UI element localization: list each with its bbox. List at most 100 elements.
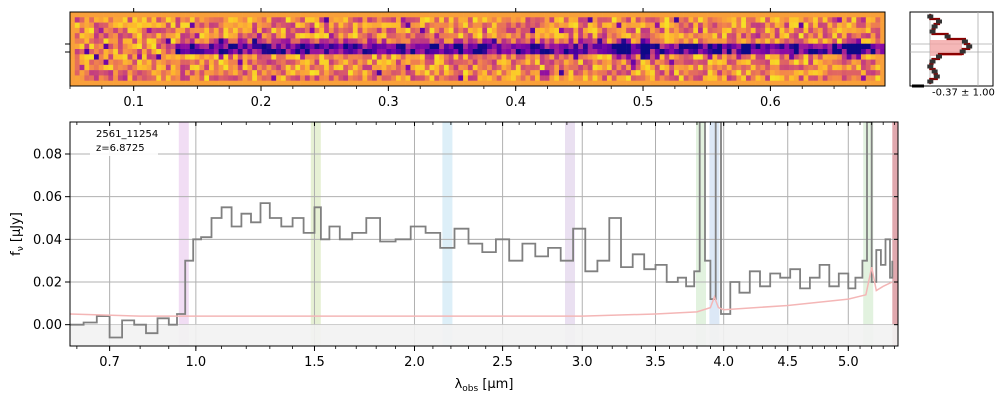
heatmap-cell [98,54,104,60]
heatmap-cell [496,22,502,29]
heatmap-cell [597,17,603,23]
heatmap-cell [223,27,229,34]
heatmap-cell [223,33,229,39]
heatmap-cell [458,70,464,76]
heatmap-cell [103,22,109,29]
line-marker-band [863,122,874,346]
heatmap-cell [304,33,310,39]
heatmap-cell [443,64,450,71]
heatmap-cell [880,22,886,29]
heatmap-cell [194,70,200,76]
heatmap-cell [233,75,239,82]
heatmap-cell [741,43,747,50]
heatmap-cell [137,43,143,50]
heatmap-cell [817,17,823,23]
heatmap-cell [520,70,526,76]
heatmap-cell [880,12,886,18]
heatmap-cell [554,17,560,23]
heatmap-cell [137,17,143,23]
heatmap-cell [280,17,287,23]
heatmap-cell [108,12,114,18]
heatmap-cell [602,27,608,34]
heatmap-cell [333,38,339,45]
heatmap-cell [122,70,128,76]
heatmap-cell [784,54,790,60]
heatmap-cell [674,49,680,55]
heatmap-cell [333,80,339,87]
heatmap-cell [563,33,569,39]
heatmap-cell [602,12,608,18]
heatmap-cell [846,12,852,18]
heatmap-cell [434,59,440,66]
heatmap-cell [870,75,876,82]
heatmap-cell [669,33,675,39]
heatmap-cell [467,22,473,29]
heatmap-cell [271,12,277,18]
heatmap-cell [793,43,799,50]
heatmap-cell [309,49,315,55]
heatmap-cell [122,33,128,39]
heatmap-cell [808,49,814,55]
legend-background [90,126,158,156]
heatmap-cell [113,33,119,39]
heatmap-cell [626,59,632,66]
heatmap-cell [803,22,809,29]
heatmap-cell [280,64,287,71]
heatmap-cell [233,54,239,60]
heatmap-cell [621,75,627,82]
heatmap-cell [233,22,239,29]
heatmap-cell [194,59,200,66]
heatmap-cell [726,22,732,29]
heatmap-cell [70,54,76,60]
heatmap-cell [79,70,85,76]
heatmap-cell [678,59,684,66]
heatmap-cell [798,22,804,29]
heatmap-cell [295,27,301,34]
heatmap-cell [381,70,387,76]
heatmap-cell [132,38,138,45]
heatmap-cell [688,49,694,55]
heatmap-cell [84,38,90,45]
heatmap-cell [108,17,114,23]
heatmap-cell [161,75,167,82]
heatmap-cell [170,54,176,60]
heatmap-cell [741,22,747,29]
heatmap-cell [391,27,397,34]
heatmap-cell [175,27,181,34]
heatmap-cell [348,54,354,60]
heatmap-cell [328,38,334,45]
heatmap-cell [396,64,402,71]
heatmap-cell [122,17,128,23]
heatmap-cell [530,80,536,87]
heatmap-cell [84,12,90,18]
heatmap-cell [266,59,272,66]
heatmap-cell [204,54,210,60]
heatmap-cell [722,33,728,39]
heatmap-cell [362,80,368,87]
heatmap-cell [161,12,167,18]
heatmap-cell [218,59,224,66]
heatmap-cell [108,64,114,71]
heatmap-cell [242,22,248,29]
heatmap-cell [789,64,795,71]
heatmap-cell [745,70,752,76]
heatmap-cell [376,59,382,66]
heatmap-cell [443,27,450,34]
heatmap-cell [683,27,689,34]
heatmap-cell [606,38,613,45]
heatmap-cell [549,54,555,60]
heatmap-cell [621,54,627,60]
heatmap-cell [554,59,560,66]
heatmap-cell [611,27,617,34]
heatmap-cell [688,59,694,66]
heatmap-cell [405,43,411,50]
heatmap-cell [544,70,550,76]
heatmap-cell [324,38,330,45]
heatmap-cell [798,17,804,23]
heatmap-cell [151,54,157,60]
heatmap-cell [568,64,574,71]
heatmap-cell [822,33,828,39]
heatmap-cell [98,43,104,50]
heatmap-cell [113,64,119,71]
heatmap-cell [822,80,828,87]
